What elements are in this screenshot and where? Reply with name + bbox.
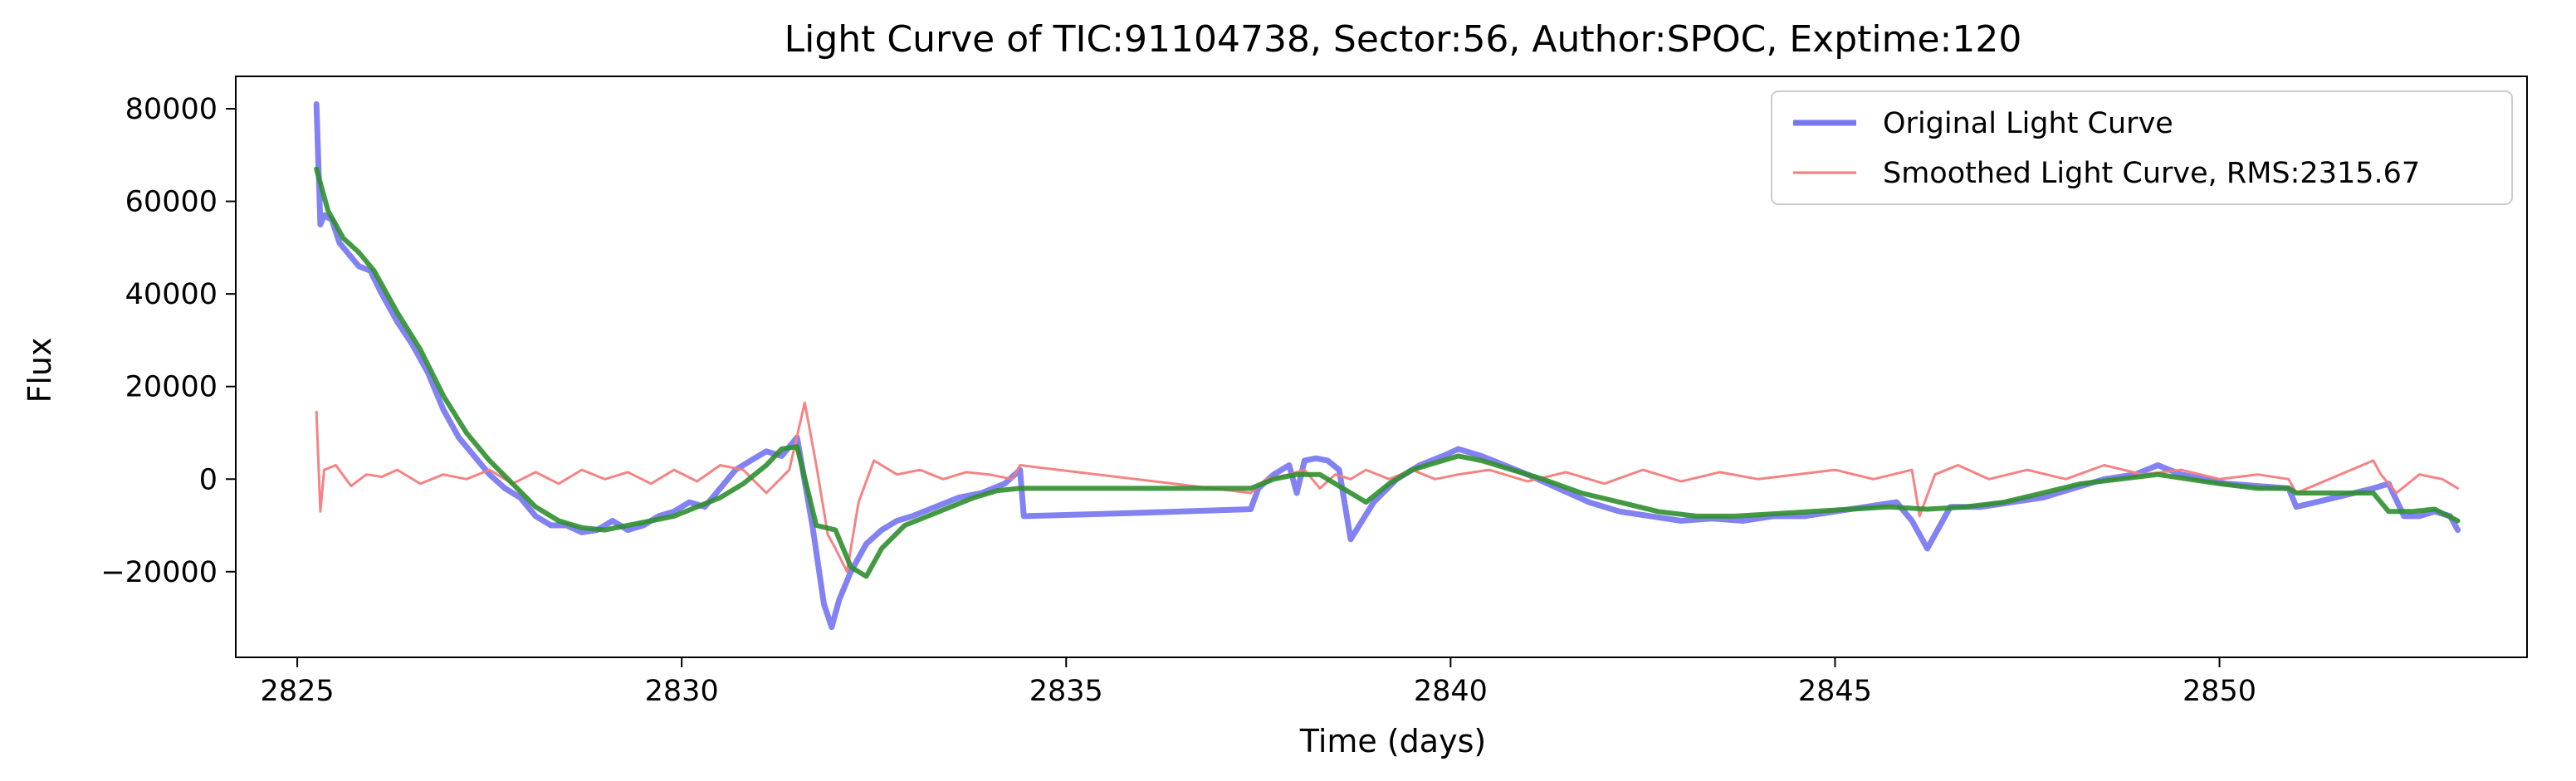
series-line-2 xyxy=(314,166,2461,579)
y-tick-label: 80000 xyxy=(125,93,218,126)
legend: Original Light Curve Smoothed Light Curv… xyxy=(1771,90,2513,205)
series-0-group xyxy=(313,101,2461,631)
plot-area xyxy=(313,101,2461,631)
y-tick-label: 60000 xyxy=(125,186,218,219)
x-tick-label: 2845 xyxy=(1798,675,1872,708)
chart-title: Light Curve of TIC:91104738, Sector:56, … xyxy=(785,18,2022,61)
y-axis-label: Flux xyxy=(22,338,58,403)
x-tick-label: 2825 xyxy=(261,675,335,708)
x-tick-label: 2830 xyxy=(645,675,719,708)
y-axis-ticks: −20000 0 20000 40000 60000 80000 xyxy=(100,93,236,589)
y-tick-label: 20000 xyxy=(125,371,218,404)
x-axis-label: Time (days) xyxy=(1299,723,1486,759)
y-tick-label: −20000 xyxy=(100,556,218,589)
plot-frame xyxy=(235,76,2528,658)
y-tick-label: 40000 xyxy=(125,278,218,311)
x-tick-label: 2840 xyxy=(1414,675,1488,708)
series-2-group xyxy=(314,166,2461,579)
series-line-0 xyxy=(313,101,2461,631)
legend-label-smoothed: Smoothed Light Curve, RMS:2315.67 xyxy=(1883,157,2420,190)
legend-label-original: Original Light Curve xyxy=(1883,107,2173,140)
x-tick-label: 2835 xyxy=(1029,675,1103,708)
y-tick-label: 0 xyxy=(199,463,218,496)
legend-box xyxy=(1771,90,2513,205)
x-axis-ticks: 2825 2830 2835 2840 2845 2850 xyxy=(261,657,2256,708)
x-tick-label: 2850 xyxy=(2183,675,2256,708)
